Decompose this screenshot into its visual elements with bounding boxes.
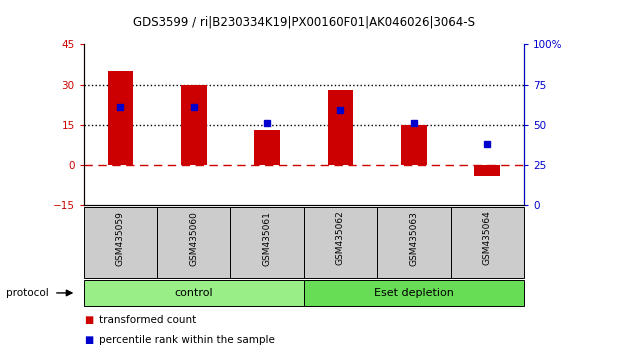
Bar (474, 165, 500, 176)
Bar (84, 207, 157, 278)
Text: GSM435061: GSM435061 (263, 211, 272, 266)
Text: ■: ■ (84, 335, 93, 345)
Text: transformed count: transformed count (99, 315, 197, 325)
Bar (327, 90, 353, 165)
Bar (107, 71, 133, 165)
Text: GSM435064: GSM435064 (483, 211, 492, 266)
Bar (401, 125, 427, 165)
Bar (254, 130, 280, 165)
Text: percentile rank within the sample: percentile rank within the sample (99, 335, 275, 345)
Bar (377, 207, 451, 278)
Bar (304, 207, 377, 278)
Bar (451, 207, 524, 278)
Text: protocol: protocol (6, 288, 49, 298)
Bar (157, 207, 231, 278)
Text: GSM435060: GSM435060 (189, 211, 198, 266)
Text: GDS3599 / ri|B230334K19|PX00160F01|AK046026|3064-S: GDS3599 / ri|B230334K19|PX00160F01|AK046… (133, 16, 475, 29)
Text: ■: ■ (84, 315, 93, 325)
Bar (231, 207, 304, 278)
Bar (84, 280, 304, 306)
Text: GSM435062: GSM435062 (336, 211, 345, 266)
Text: Eset depletion: Eset depletion (374, 288, 454, 298)
Bar (304, 280, 524, 306)
Text: GSM435063: GSM435063 (409, 211, 419, 266)
Bar (181, 85, 206, 165)
Text: control: control (174, 288, 213, 298)
Text: GSM435059: GSM435059 (116, 211, 125, 266)
